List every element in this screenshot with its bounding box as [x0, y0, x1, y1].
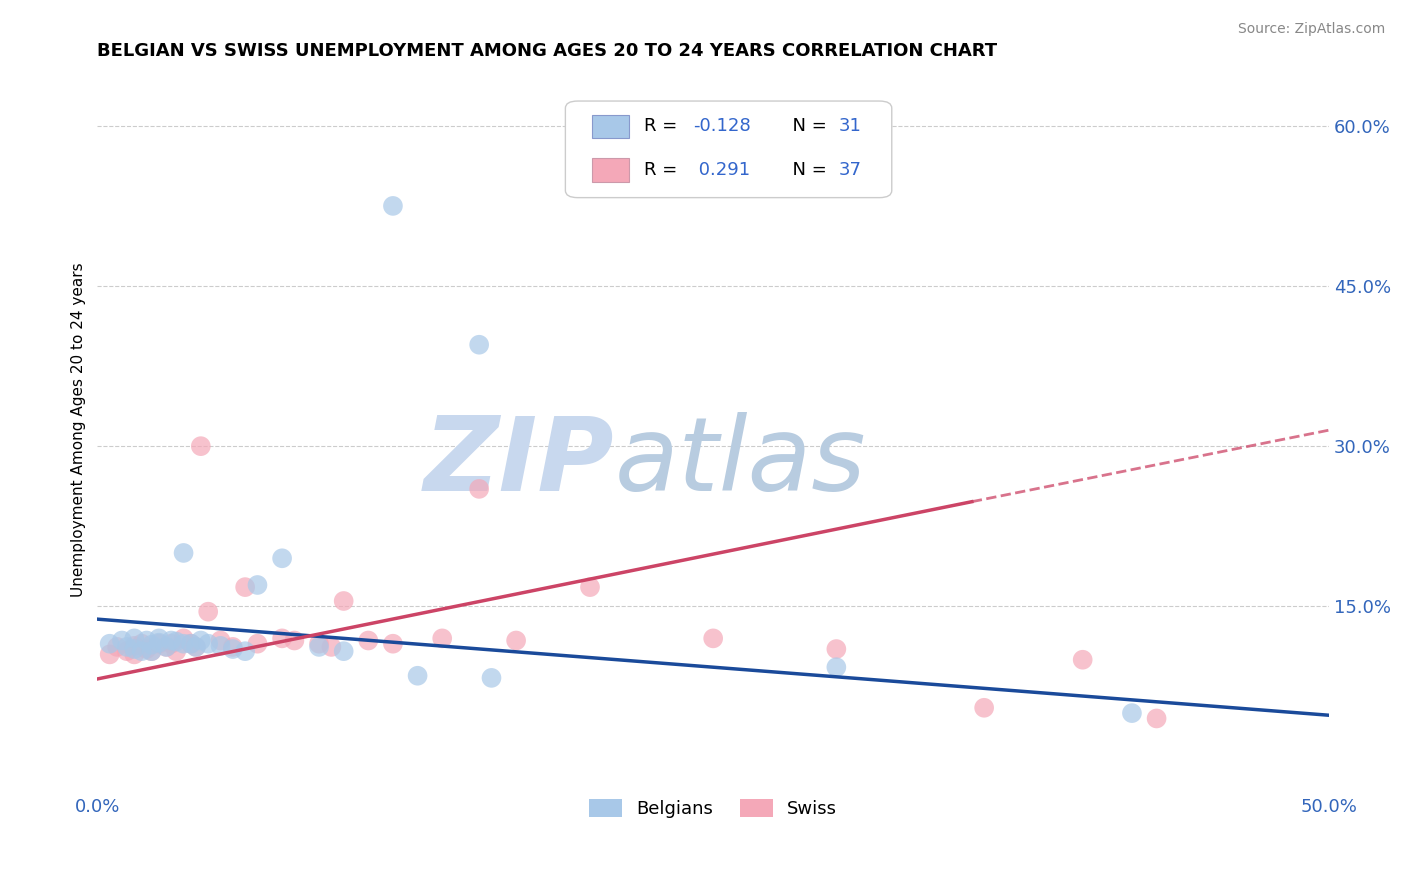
- Text: Source: ZipAtlas.com: Source: ZipAtlas.com: [1237, 22, 1385, 37]
- FancyBboxPatch shape: [592, 158, 630, 182]
- Point: [579, 580, 602, 594]
- Text: BELGIAN VS SWISS UNEMPLOYMENT AMONG AGES 20 TO 24 YEARS CORRELATION CHART: BELGIAN VS SWISS UNEMPLOYMENT AMONG AGES…: [97, 42, 997, 60]
- Point: [271, 632, 294, 646]
- Point: [165, 644, 187, 658]
- Point: [246, 637, 269, 651]
- Point: [115, 644, 138, 658]
- Point: [468, 482, 491, 496]
- Point: [124, 648, 146, 662]
- Point: [468, 337, 491, 351]
- Point: [209, 633, 232, 648]
- Point: [173, 637, 195, 651]
- Text: atlas: atlas: [614, 412, 866, 512]
- Point: [308, 640, 330, 654]
- Point: [271, 551, 294, 566]
- Point: [283, 633, 305, 648]
- Point: [197, 605, 219, 619]
- Point: [124, 639, 146, 653]
- Point: [124, 642, 146, 657]
- Point: [825, 642, 848, 657]
- Point: [131, 637, 153, 651]
- Legend: Belgians, Swiss: Belgians, Swiss: [582, 791, 845, 825]
- Point: [190, 439, 212, 453]
- Point: [165, 634, 187, 648]
- FancyBboxPatch shape: [565, 101, 891, 198]
- Point: [505, 633, 527, 648]
- Point: [1121, 706, 1143, 720]
- Point: [222, 642, 245, 657]
- Point: [481, 671, 503, 685]
- Point: [148, 637, 170, 651]
- Point: [973, 700, 995, 714]
- Point: [184, 640, 207, 654]
- Point: [111, 633, 134, 648]
- Point: [184, 640, 207, 654]
- Point: [180, 637, 202, 651]
- Point: [173, 632, 195, 646]
- Point: [155, 640, 177, 654]
- Point: [381, 199, 404, 213]
- Point: [222, 640, 245, 654]
- Point: [98, 648, 121, 662]
- Point: [406, 669, 429, 683]
- Point: [98, 637, 121, 651]
- Point: [141, 638, 163, 652]
- Point: [141, 644, 163, 658]
- Point: [115, 640, 138, 654]
- Point: [190, 633, 212, 648]
- Point: [308, 637, 330, 651]
- Text: N =: N =: [780, 161, 832, 179]
- Text: R =: R =: [644, 161, 683, 179]
- Point: [209, 639, 232, 653]
- Point: [124, 632, 146, 646]
- Text: -0.128: -0.128: [693, 118, 751, 136]
- Point: [131, 644, 153, 658]
- Point: [233, 580, 256, 594]
- FancyBboxPatch shape: [592, 115, 630, 138]
- Point: [148, 632, 170, 646]
- Point: [141, 644, 163, 658]
- Point: [332, 594, 354, 608]
- Y-axis label: Unemployment Among Ages 20 to 24 years: Unemployment Among Ages 20 to 24 years: [72, 263, 86, 598]
- Point: [135, 633, 157, 648]
- Text: 0.291: 0.291: [693, 161, 751, 179]
- Point: [1146, 711, 1168, 725]
- Point: [246, 578, 269, 592]
- Point: [148, 635, 170, 649]
- Point: [702, 632, 724, 646]
- Point: [160, 637, 183, 651]
- Point: [1071, 653, 1094, 667]
- Point: [432, 632, 454, 646]
- Point: [160, 633, 183, 648]
- Point: [381, 637, 404, 651]
- Point: [180, 637, 202, 651]
- Point: [233, 644, 256, 658]
- Point: [135, 642, 157, 657]
- Text: 37: 37: [839, 161, 862, 179]
- Point: [357, 633, 380, 648]
- Point: [321, 640, 343, 654]
- Text: 31: 31: [839, 118, 862, 136]
- Point: [105, 640, 128, 654]
- Point: [332, 644, 354, 658]
- Point: [197, 637, 219, 651]
- Point: [173, 546, 195, 560]
- Text: N =: N =: [780, 118, 832, 136]
- Point: [155, 640, 177, 654]
- Point: [825, 660, 848, 674]
- Text: ZIP: ZIP: [425, 412, 614, 513]
- Text: R =: R =: [644, 118, 683, 136]
